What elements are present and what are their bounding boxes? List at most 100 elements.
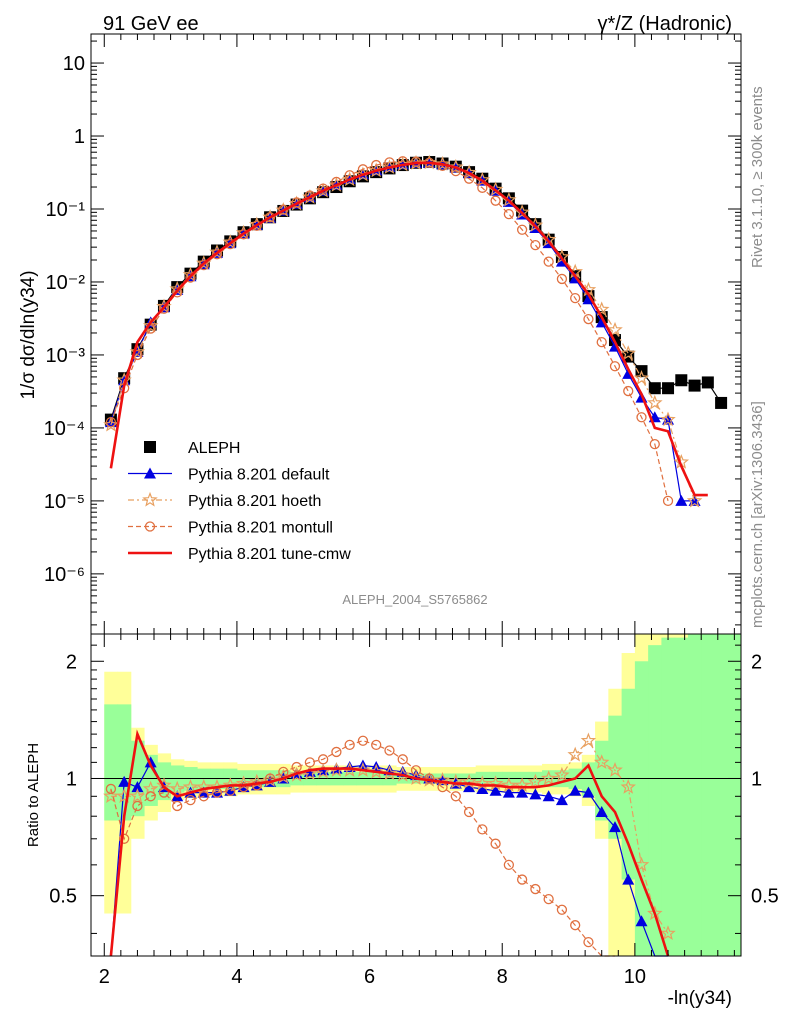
y-tick-label: 10⁻³ [46,345,86,367]
legend-label: Pythia 8.201 tune-cmw [188,546,351,563]
data-point [105,416,117,428]
statistical-band [634,661,649,956]
data-point [477,824,488,835]
data-point [238,782,249,793]
data-point [636,412,647,423]
data-point [542,790,555,802]
ratio-panel: 0.5 0.5 1 1 2 2 2 4 6 8 10 [49,633,779,988]
statistical-band [648,645,662,956]
y-tick-label: 10⁻⁵ [44,491,85,513]
mcplots-reference-label: mcplots.cern.ch [arXiv:1306.3436] [749,401,766,628]
data-point [570,920,581,931]
legend-marker [144,521,156,532]
data-point [529,788,542,800]
data-point [355,762,371,777]
series-line [109,161,708,497]
data-point [543,256,554,267]
statistical-band [581,762,596,797]
main-y-axis-label: 1/σ dσ/dln(y34) [18,270,39,399]
data-point [662,382,675,395]
legend-marker [144,441,156,453]
data-point [209,779,225,794]
data-point [145,791,156,802]
data-point [238,229,249,240]
y-tick-label: 1 [74,126,85,148]
ratio-y-axis-label: Ratio to ALEPH [25,743,42,847]
data-point [595,806,608,818]
data-point [686,492,703,508]
series-line [110,160,669,502]
y-tick-label: 10⁻⁴ [44,418,85,440]
data-point [530,239,541,251]
data-point [701,376,714,389]
ratio-y-tick-label-right: 1 [751,768,762,790]
data-point [543,893,554,905]
data-point [556,904,568,915]
data-point [344,739,355,751]
data-point [503,859,515,871]
y-tick-label: 10⁻⁶ [44,564,85,586]
x-tick-label: 2 [99,966,110,988]
data-point [198,260,209,271]
data-point [503,208,515,220]
legend-marker [142,491,158,507]
data-point [556,273,568,285]
data-point [609,361,621,372]
main-panel: 10⁻⁶ 10⁻⁵ 10⁻⁴ 10⁻³ 10⁻² 10⁻¹ 1 10 [44,33,742,635]
data-point [555,794,568,806]
series-line [110,161,722,420]
data-point [211,249,223,260]
data-point [384,745,395,756]
main-frame [90,33,742,635]
data-point [516,224,528,235]
data-point [516,786,529,798]
data-point [278,766,289,777]
data-point [660,411,676,427]
statistical-band [674,637,689,956]
x-tick-label: 8 [497,966,508,988]
y-tick-label: 10 [63,53,85,75]
rivet-version-label: Rivet 3.1.10, ≥ 300k events [749,86,766,268]
statistical-band [687,634,702,956]
data-point [158,303,170,314]
data-point [142,317,159,333]
data-point [688,379,701,392]
data-point [371,739,382,751]
data-point [582,786,595,798]
data-point [144,756,157,768]
ratio-frame [90,633,742,957]
data-point [434,155,451,171]
analysis-id-label: ALEPH_2004_S5765862 [342,592,487,607]
legend-label: Pythia 8.201 default [188,467,330,484]
data-point [291,761,302,773]
legend-label: Pythia 8.201 montull [188,520,333,537]
statistical-band [170,765,185,793]
y-tick-label: 10⁻² [46,272,86,294]
data-point [172,287,183,298]
data-point [331,746,342,758]
data-point [607,762,623,777]
data-point [172,800,183,812]
legend-label: ALEPH [188,440,240,457]
legend-label: Pythia 8.201 hoeth [188,493,321,510]
data-point [395,766,411,782]
data-point [662,495,674,507]
data-point [410,765,422,776]
data-point [648,382,661,395]
data-point [198,791,209,802]
x-tick-label: 4 [231,966,242,988]
ratio-y-tick-label: 2 [66,651,77,673]
data-point [397,754,408,765]
data-point [649,438,660,450]
data-point [105,783,117,795]
data-point [583,313,594,325]
data-point [224,784,237,796]
data-point [516,874,528,885]
data-point [608,821,621,833]
data-point [660,925,676,941]
legend: ALEPH Pythia 8.201 default Pythia 8.201 ho… [128,440,351,563]
data-point [580,732,597,748]
data-point [118,775,131,787]
data-point [490,195,501,206]
data-point [381,765,398,781]
